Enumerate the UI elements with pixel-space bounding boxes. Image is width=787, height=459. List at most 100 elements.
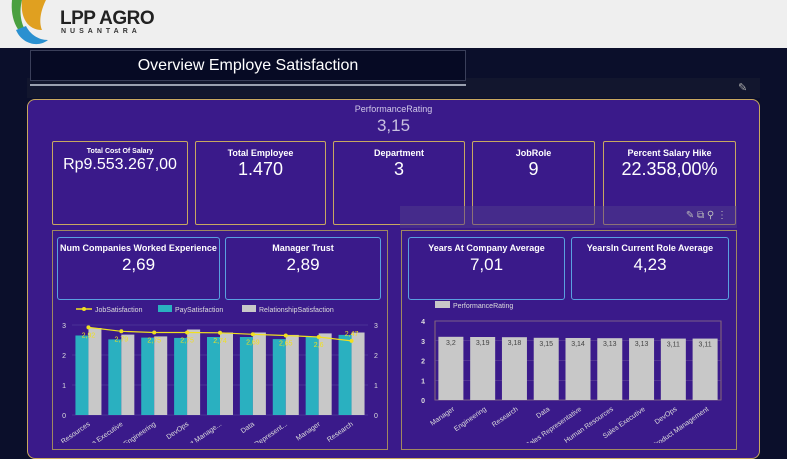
kpi-label: Department bbox=[373, 148, 424, 158]
legend-swatch bbox=[158, 305, 172, 312]
card-value: 2,89 bbox=[286, 255, 320, 274]
card-years-in-role[interactable]: YearsIn Current Role Average 4,23 bbox=[571, 237, 729, 300]
brand-name: LPP AGRO bbox=[60, 8, 155, 29]
x-tick-label: Data bbox=[535, 406, 551, 420]
bar-relationship bbox=[88, 328, 102, 415]
bar-pay bbox=[141, 337, 155, 415]
y-tick-right: 3 bbox=[374, 323, 378, 330]
kpi-label: Total Cost Of Salary bbox=[86, 148, 154, 155]
kpi-total-employee[interactable]: Total Employee 1.470 bbox=[195, 141, 326, 225]
point-job-satisfaction bbox=[250, 332, 255, 337]
data-label: 3,18 bbox=[508, 340, 522, 347]
bar-performance bbox=[692, 338, 718, 400]
bar-relationship bbox=[220, 332, 233, 415]
data-label: 3,11 bbox=[699, 342, 712, 349]
y-tick: 0 bbox=[421, 398, 425, 405]
kpi-value: 9 bbox=[528, 159, 539, 179]
satisfaction-by-role-chart: 0 0 1 1 2 2 3 3 JobSatisfaction PaySatisfaction Re… bbox=[52, 305, 378, 443]
y-tick-left: 3 bbox=[62, 323, 66, 330]
performance-rating-card: PerformanceRating 3,15 bbox=[0, 104, 787, 136]
bar-relationship bbox=[154, 336, 168, 415]
card-label: Years At Company Average bbox=[428, 243, 545, 253]
bar-pay bbox=[75, 335, 89, 415]
lpp-logo-icon bbox=[11, 0, 48, 45]
y-tick: 2 bbox=[421, 359, 425, 366]
kpi-label: Total Employee bbox=[227, 148, 294, 158]
data-label: 2,69 bbox=[246, 339, 260, 346]
page-title: Overview Employe Satisfaction bbox=[30, 50, 466, 81]
kpi-total-cost[interactable]: Total Cost Of Salary Rp9.553.267,00 bbox=[52, 141, 188, 225]
legend-swatch bbox=[242, 305, 256, 312]
card-years-at-company[interactable]: Years At Company Average 7,01 bbox=[408, 237, 565, 300]
kpi-department[interactable]: Department 3 bbox=[333, 141, 465, 225]
kpi-label: Percent Salary Hike bbox=[627, 148, 712, 158]
data-label: 2,75 bbox=[147, 338, 161, 345]
bar-relationship bbox=[285, 334, 299, 415]
y-tick-right: 2 bbox=[374, 353, 378, 360]
data-label: 2,75 bbox=[180, 338, 194, 345]
legend-label: PerformanceRating bbox=[453, 303, 513, 310]
bar-performance bbox=[629, 338, 655, 400]
data-label: 3,19 bbox=[476, 340, 490, 347]
card-label: Manager Trust bbox=[272, 243, 334, 253]
point-job-satisfaction bbox=[86, 325, 91, 330]
point-job-satisfaction bbox=[185, 330, 190, 335]
card-value: 4,23 bbox=[633, 255, 667, 274]
bar-pay bbox=[305, 337, 319, 415]
bar-relationship bbox=[318, 333, 332, 415]
bar-performance bbox=[597, 338, 623, 400]
performance-label: PerformanceRating bbox=[354, 104, 433, 114]
point-job-satisfaction bbox=[152, 330, 157, 335]
card-value: 2,69 bbox=[121, 255, 156, 274]
data-label: 2,6 bbox=[314, 342, 324, 349]
bar-performance bbox=[533, 337, 559, 400]
legend-label: RelationshipSatisfaction bbox=[259, 307, 334, 314]
edit-icon[interactable]: ✎ bbox=[738, 82, 748, 94]
visual-options-icons[interactable]: ✎ ⧉ ⚲ ⋮ bbox=[685, 210, 727, 221]
bar-pay bbox=[174, 337, 188, 415]
data-label: 2,47 bbox=[345, 331, 359, 338]
x-tick-label: Engineering bbox=[453, 406, 488, 433]
performance-value: 3,15 bbox=[376, 116, 411, 135]
point-job-satisfaction bbox=[283, 333, 288, 338]
bar-pay bbox=[239, 337, 253, 415]
kpi-label: JobRole bbox=[515, 148, 552, 158]
bar-performance bbox=[501, 337, 527, 400]
y-tick: 4 bbox=[421, 319, 425, 326]
data-label: 3,15 bbox=[539, 341, 553, 348]
card-num-companies[interactable]: Num Companies Worked Experience 2,69 bbox=[57, 237, 220, 300]
x-tick-label: Manager bbox=[295, 421, 322, 443]
brand-sub: NUSANTARA bbox=[61, 28, 141, 35]
legend-label: JobSatisfaction bbox=[95, 307, 143, 314]
data-label: 2,92 bbox=[82, 332, 96, 339]
kpi-value: Rp9.553.267,00 bbox=[63, 156, 177, 173]
bar-performance bbox=[565, 337, 591, 400]
header: LPP AGRO NUSANTARA bbox=[0, 0, 787, 48]
y-tick-left: 0 bbox=[62, 413, 66, 420]
bar-relationship bbox=[187, 329, 201, 415]
bar-performance bbox=[470, 336, 496, 400]
x-tick-label: Engineering bbox=[123, 421, 158, 443]
x-tick-label: Human Resources bbox=[52, 421, 92, 443]
x-tick-label: Product Management bbox=[651, 406, 710, 443]
x-tick-label: Research bbox=[491, 406, 520, 429]
card-manager-trust[interactable]: Manager Trust 2,89 bbox=[225, 237, 381, 300]
data-label: 3,13 bbox=[635, 341, 649, 348]
kpi-value: 3 bbox=[393, 159, 404, 179]
data-label: 2,65 bbox=[279, 341, 293, 348]
point-job-satisfaction bbox=[218, 330, 222, 335]
x-tick-label: DevOps bbox=[166, 421, 191, 442]
x-tick-label: Data bbox=[240, 421, 256, 435]
visual-header-toolbar: ✎ ⧉ ⚲ ⋮ bbox=[400, 206, 737, 228]
point-job-satisfaction bbox=[119, 329, 124, 334]
bar-performance bbox=[660, 338, 686, 400]
x-tick-label: Manager bbox=[429, 406, 456, 428]
kpi-value: 1.470 bbox=[237, 159, 284, 179]
bar-pay bbox=[338, 334, 352, 415]
y-tick-left: 1 bbox=[62, 383, 66, 390]
card-label: YearsIn Current Role Average bbox=[586, 243, 714, 253]
bar-performance bbox=[438, 336, 464, 400]
y-tick: 3 bbox=[421, 339, 425, 346]
bar-pay bbox=[207, 337, 220, 415]
y-tick-left: 2 bbox=[62, 353, 66, 360]
